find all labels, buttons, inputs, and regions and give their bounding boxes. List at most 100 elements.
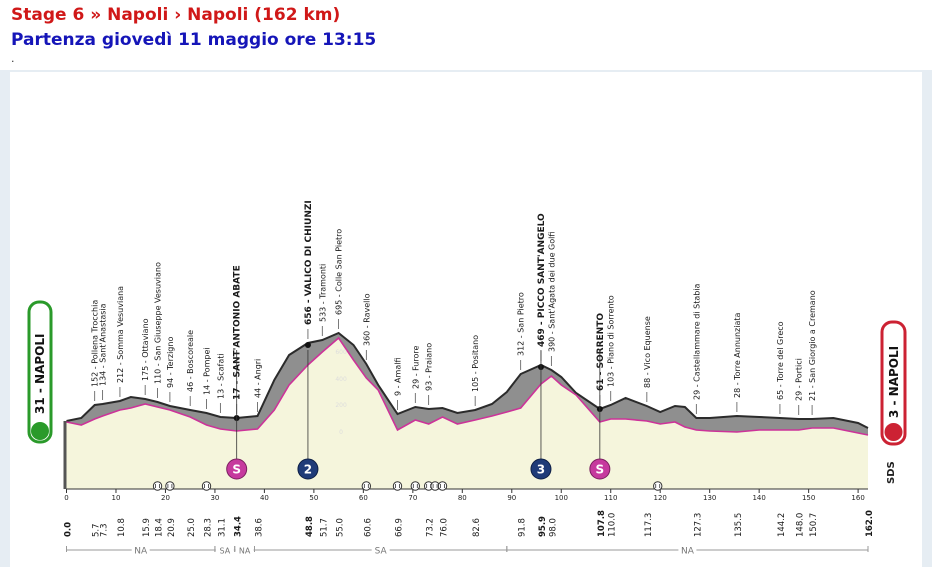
road-feature-icon xyxy=(152,481,163,491)
sprint-marker-label: S xyxy=(596,463,605,477)
road-feature-icon xyxy=(437,481,448,491)
location-label: 9 - Amalfi xyxy=(393,358,402,397)
province-label-bg xyxy=(678,544,697,556)
province-label-bg xyxy=(215,544,234,556)
road-feature-icon xyxy=(410,481,421,491)
location-label: 29 - Castellammare di Stabia xyxy=(692,283,701,400)
distance-label: 135.5 xyxy=(734,513,744,537)
location-label: 469 - PICCO SANT'ANGELO xyxy=(537,213,547,347)
distance-label: 15.9 xyxy=(142,518,152,537)
distance-label: 148.0 xyxy=(796,513,806,537)
distance-label: 98.0 xyxy=(548,518,558,537)
km-tick-label: 20 xyxy=(161,494,170,502)
sprint-marker xyxy=(589,458,611,480)
climb-summit-dot xyxy=(304,342,311,348)
start-icon xyxy=(31,422,49,440)
distance-label: 66.9 xyxy=(394,518,404,537)
province-label-bg xyxy=(371,544,390,556)
start-time: Partenza giovedì 11 maggio ore 13:15 xyxy=(11,30,377,50)
road-feature-icon xyxy=(392,481,403,491)
stage-header: Stage 6 » Napoli › Napoli (162 km) Parte… xyxy=(0,0,932,70)
distance-label: 31.1 xyxy=(217,518,227,537)
distance-label: 5.7 xyxy=(92,523,102,537)
km-tick-label: 60 xyxy=(359,494,368,502)
distance-label: 55.0 xyxy=(336,518,346,537)
profile-start-wall xyxy=(63,421,67,489)
distance-label: 18.4 xyxy=(155,518,165,537)
distance-label: 51.7 xyxy=(319,518,329,537)
start-label: 31 - NAPOLI xyxy=(33,334,47,414)
road-line xyxy=(66,336,869,436)
distance-label: 20.9 xyxy=(167,518,177,537)
stage-profile-panel: 0 10 20 30 40 50 60 70 80 90 100 110 120 130 140 150 160… xyxy=(10,72,922,567)
stage-title: Stage 6 » Napoli › Napoli (162 km) xyxy=(11,5,341,25)
location-label: 29 - Furore xyxy=(411,345,420,389)
distance-label: 0.0 xyxy=(64,522,74,537)
distance-label: 150.7 xyxy=(809,513,819,537)
location-label: 175 - Ottaviano xyxy=(141,318,150,381)
km-tick-label: 30 xyxy=(210,494,219,502)
location-label: 110 - San Giuseppe Vesuviano xyxy=(154,262,163,384)
location-label: 61 - SORRENTO xyxy=(596,313,606,391)
kom-marker xyxy=(530,458,552,480)
stage-profile-chart: 0 10 20 30 40 50 60 70 80 90 100 110 120 130 140 150 160… xyxy=(27,200,907,557)
location-label: 17 - SANT'ANTONIO ABATE xyxy=(233,265,243,400)
location-label: 65 - Torre del Greco xyxy=(776,321,785,400)
distance-label: 25.0 xyxy=(187,518,197,537)
finish-icon xyxy=(884,423,903,441)
elevation-tick-label: 0 xyxy=(339,429,343,436)
distance-label: 107.8 xyxy=(597,510,607,537)
road-feature-icon xyxy=(201,481,212,491)
km-tick-label: 80 xyxy=(458,494,467,502)
distance-label: 10.8 xyxy=(117,518,127,537)
location-label: 212 - Somma Vesuviana xyxy=(116,286,125,383)
location-label: 533 - Tramonti xyxy=(318,264,327,322)
location-label: 105 - Positano xyxy=(471,335,480,392)
sprint-marker-label: S xyxy=(232,463,241,477)
km-tick-label: 70 xyxy=(408,494,417,502)
location-label: 46 - Boscoreale xyxy=(186,330,195,392)
location-label: 21 - San Giorgio a Cremano xyxy=(808,290,817,401)
distance-label: 127.3 xyxy=(693,513,703,537)
distance-label: 60.6 xyxy=(363,518,373,537)
location-label: 656 - VALICO DI CHIUNZI xyxy=(304,200,314,325)
km-tick-label: 40 xyxy=(260,494,269,502)
location-label: 94 - Terzigno xyxy=(166,337,175,388)
distance-label: 7.3 xyxy=(100,523,110,537)
location-label: 93 - Praiano xyxy=(425,343,434,391)
distance-label: 34.4 xyxy=(234,516,244,537)
province-label-bg xyxy=(131,544,150,556)
kom-marker-label: 3 xyxy=(537,463,545,477)
province-label: NA xyxy=(239,547,251,556)
distance-label: 48.8 xyxy=(305,516,315,537)
kom-marker-label: 2 xyxy=(304,463,312,477)
location-label: 29 - Portici xyxy=(795,358,804,401)
location-label: 14 - Pompei xyxy=(203,347,212,395)
km-tick-label: 120 xyxy=(654,494,667,502)
elevation-tick-label: 600 xyxy=(335,349,347,356)
location-label: 134 - Sant'Anastasia xyxy=(99,303,108,386)
km-tick-label: 150 xyxy=(802,494,815,502)
start-badge xyxy=(27,300,53,444)
distance-label: 73.2 xyxy=(426,518,436,537)
location-label: 13 - Scafati xyxy=(216,353,225,399)
road-feature-icon xyxy=(653,481,663,491)
distance-label: 82.6 xyxy=(472,518,482,537)
km-tick-label: 130 xyxy=(703,494,716,502)
elevation-tick-label: 400 xyxy=(335,376,347,383)
province-label: SA xyxy=(219,547,230,556)
profile-outline xyxy=(66,331,869,429)
distance-label: 38.6 xyxy=(254,518,264,537)
distance-label: 76.0 xyxy=(440,518,450,537)
distance-label: 28.3 xyxy=(204,518,214,537)
sprint-marker xyxy=(226,458,248,480)
province-label-bg xyxy=(235,544,254,556)
location-label: 695 - Colle San Pietro xyxy=(335,229,344,315)
location-label: 103 - Piano di Sorrento xyxy=(607,295,616,387)
finish-badge xyxy=(880,320,907,446)
location-label: 88 - Vico Equense xyxy=(643,316,652,388)
finish-label: 3 - NAPOLI xyxy=(887,346,901,418)
km-tick-label: 90 xyxy=(507,494,516,502)
elevation-tick-label: 200 xyxy=(335,402,347,409)
road-feature-icon xyxy=(361,481,372,491)
